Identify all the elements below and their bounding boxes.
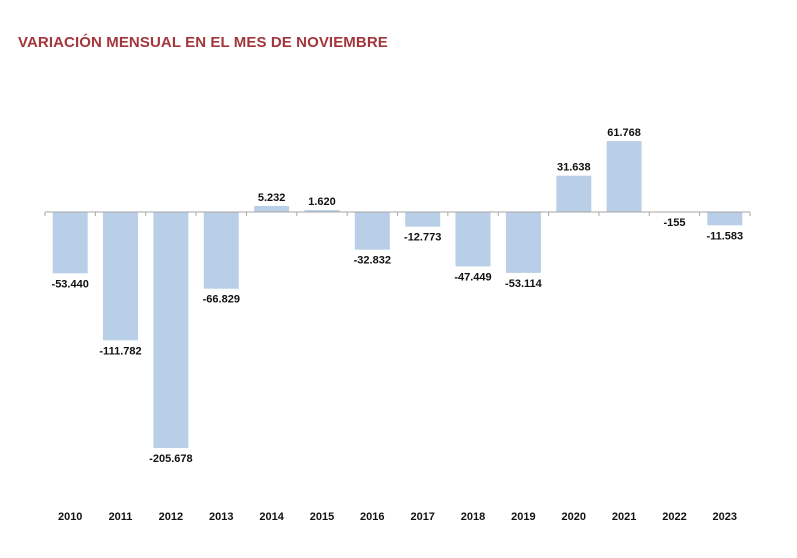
chart-title: VARIACIÓN MENSUAL EN EL MES DE NOVIEMBRE	[18, 34, 388, 51]
data-label-2023: -11.583	[706, 230, 743, 242]
data-label-2020: 31.638	[557, 162, 591, 174]
data-label-2014: 5.232	[258, 192, 286, 204]
data-label-2011: -111.782	[99, 345, 141, 357]
value-labels-group: -53.440 -111.782 -205.678 -66.829 5.232 1.620…	[52, 127, 744, 465]
bar-2015	[304, 210, 340, 212]
bars-group	[52, 141, 743, 448]
data-label-2021: 61.768	[607, 127, 641, 139]
x-tick-label-2015: 2015	[310, 511, 334, 523]
bar-2013	[203, 212, 239, 289]
x-tick-label-2017: 2017	[410, 511, 434, 523]
bar-2020	[556, 175, 592, 212]
bar-2014	[254, 206, 290, 212]
bar-2011	[103, 212, 138, 341]
x-tick-label-2016: 2016	[360, 511, 384, 523]
bar-2023	[707, 212, 743, 226]
data-label-2019: -53.114	[505, 278, 543, 290]
bar-2012	[153, 212, 189, 448]
data-label-2016: -32.832	[354, 255, 391, 267]
data-label-2017: -12.773	[404, 232, 441, 244]
x-tick-label-2014: 2014	[259, 511, 284, 523]
category-labels-group: 2010 2011 2012 2013 2014 2015 2016 2017 2018 2019…	[58, 511, 737, 523]
x-tick-label-2012: 2012	[159, 511, 183, 523]
x-tick-label-2020: 2020	[562, 511, 586, 523]
bar-2010	[52, 212, 88, 274]
x-tick-label-2011: 2011	[109, 511, 133, 523]
bar-2017	[405, 212, 441, 227]
data-label-2013: -66.829	[203, 294, 240, 306]
x-tick-label-2021: 2021	[612, 511, 636, 523]
bar-2018	[455, 212, 491, 267]
data-label-2012: -205.678	[149, 453, 192, 465]
data-label-2018: -47.449	[454, 271, 491, 283]
x-tick-label-2023: 2023	[713, 511, 737, 523]
x-tick-label-2022: 2022	[662, 511, 686, 523]
bar-2016	[354, 212, 390, 250]
x-tick-label-2013: 2013	[209, 511, 233, 523]
bar-2021	[606, 141, 642, 212]
x-tick-label-2019: 2019	[511, 511, 535, 523]
axis-tick-marks	[44, 212, 751, 216]
data-label-2010: -53.440	[52, 278, 89, 290]
data-label-2022: -155	[663, 217, 685, 229]
x-tick-label-2010: 2010	[58, 511, 82, 523]
bar-2019	[505, 212, 541, 273]
x-tick-label-2018: 2018	[461, 511, 485, 523]
data-label-2015: 1.620	[308, 196, 336, 208]
